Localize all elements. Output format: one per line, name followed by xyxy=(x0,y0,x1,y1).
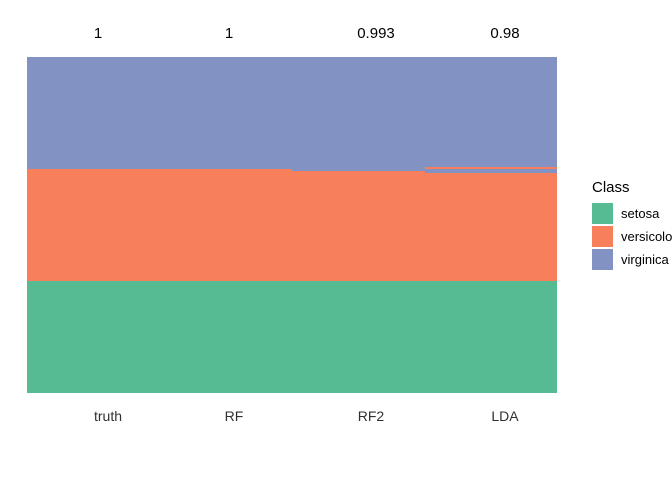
bar-segment-versicolor xyxy=(159,169,292,281)
bar-segment-versicolor xyxy=(424,173,557,281)
setosa-swatch-icon xyxy=(592,203,613,224)
legend: Class setosa versicolor virginica xyxy=(592,179,672,272)
bar-segment-versicolor xyxy=(292,171,425,281)
x-axis-label-truth: truth xyxy=(93,408,122,424)
bar-segment-virginica xyxy=(292,57,425,172)
bar-segment-setosa xyxy=(159,281,292,393)
versicolor-swatch-icon xyxy=(592,226,613,247)
virginica-swatch-icon xyxy=(592,249,613,270)
bar-segment-virginica xyxy=(159,57,292,169)
bar-segment-versicolor xyxy=(27,169,160,281)
bar-column-truth xyxy=(27,57,160,393)
bar-column-LDA xyxy=(424,57,557,393)
legend-title: Class xyxy=(592,179,630,196)
bar-segment-setosa xyxy=(292,280,425,393)
accuracy-label-rf2: 0.993 xyxy=(357,25,395,42)
bar-segment-virginica xyxy=(27,57,160,169)
bar-segment-versicolor xyxy=(424,166,557,169)
plot-panel xyxy=(27,57,557,393)
legend-label-versicolor: versicolor xyxy=(621,229,672,244)
accuracy-label-rf: 1 xyxy=(224,25,234,42)
legend-entry-setosa: setosa xyxy=(592,203,672,224)
legend-entry-virginica: virginica xyxy=(592,249,672,270)
legend-label-virginica: virginica xyxy=(621,252,669,267)
accuracy-label-lda: 0.98 xyxy=(490,25,520,42)
bar-segment-setosa xyxy=(424,280,557,393)
bar-segment-virginica xyxy=(424,57,557,167)
accuracy-label-truth: 1 xyxy=(93,25,103,42)
x-axis-label-lda: LDA xyxy=(491,408,519,424)
legend-entry-versicolor: versicolor xyxy=(592,226,672,247)
legend-label-setosa: setosa xyxy=(621,206,660,221)
bar-segment-setosa xyxy=(27,281,160,393)
x-axis-label-rf2: RF2 xyxy=(357,408,385,424)
bar-column-RF2 xyxy=(292,57,425,393)
x-axis-label-rf: RF xyxy=(224,408,244,424)
bar-segment-virginica xyxy=(424,168,557,174)
bar-column-RF xyxy=(159,57,292,393)
